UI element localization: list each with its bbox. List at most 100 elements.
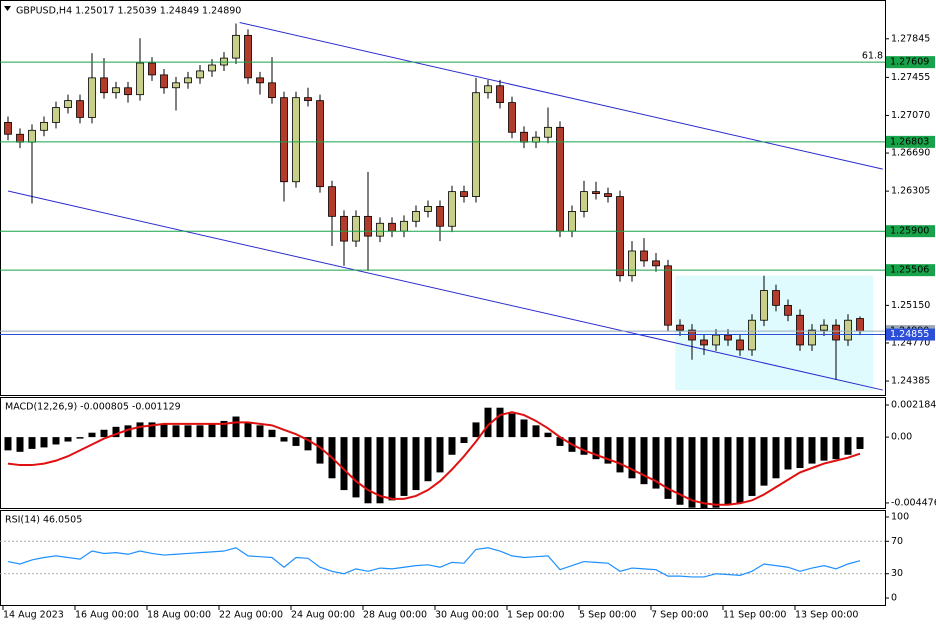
x-tick-label: 18 Aug 00:00	[147, 610, 211, 621]
histogram-bar	[148, 422, 156, 438]
histogram-bar	[484, 407, 492, 438]
y-tick-label: 1.27455	[891, 72, 930, 83]
candle-body	[844, 319, 852, 341]
histogram-bar	[592, 437, 600, 460]
histogram-bar	[76, 437, 84, 439]
histogram-bar	[748, 437, 756, 496]
candle-body	[208, 64, 216, 72]
histogram-bar	[352, 437, 360, 498]
candle-body	[148, 62, 156, 76]
histogram-bar	[232, 416, 240, 438]
histogram-bar	[220, 420, 228, 438]
histogram-bar	[556, 437, 564, 446]
x-tick-label: 16 Aug 00:00	[75, 610, 139, 621]
candle-body	[616, 196, 624, 277]
histogram-bar	[856, 437, 864, 449]
candle-body	[520, 131, 528, 143]
x-tick-label: 24 Aug 00:00	[291, 610, 355, 621]
histogram-bar	[112, 426, 120, 438]
histogram-bar	[52, 437, 60, 445]
histogram-bar	[40, 437, 48, 448]
histogram-bar	[520, 419, 528, 438]
histogram-bar	[820, 437, 828, 461]
candle-body	[220, 57, 228, 66]
candle-body	[388, 222, 396, 232]
histogram-bar	[676, 437, 684, 505]
y-tick-label: 1.25150	[891, 300, 930, 311]
y-tick-label: 1.27070	[891, 110, 930, 121]
candle-body	[724, 334, 732, 341]
candle-body	[472, 92, 480, 197]
candle-body	[604, 193, 612, 197]
histogram-bar	[760, 437, 768, 486]
y-tick-label: 0.00	[891, 432, 912, 443]
histogram-bar	[436, 437, 444, 473]
candle-body	[712, 334, 720, 346]
histogram-bar	[772, 437, 780, 479]
histogram-bar	[376, 437, 384, 504]
candle-body	[556, 126, 564, 232]
candle-body	[700, 339, 708, 346]
level-label: 1.24855	[890, 329, 929, 340]
candle-body	[280, 97, 288, 183]
candle-body	[52, 107, 60, 123]
candle-body	[772, 290, 780, 306]
candle-body	[100, 77, 108, 94]
histogram-bar	[640, 437, 648, 485]
level-label-box	[886, 264, 935, 277]
candle-body	[676, 324, 684, 331]
histogram-bar	[616, 437, 624, 473]
plot-area	[0, 540, 885, 578]
histogram-bar	[160, 423, 168, 438]
y-tick-label: 70	[891, 536, 903, 547]
panel-title: RSI(14) 46.0505	[5, 515, 82, 526]
candle-body	[808, 329, 816, 346]
y-tick-label: 1.27845	[891, 33, 930, 44]
y-tick-label: -0.004476	[891, 497, 936, 508]
x-tick-label: 11 Sep 00:00	[723, 610, 786, 621]
candle-body	[292, 97, 300, 183]
candle-body	[268, 82, 276, 99]
y-tick-label: 0	[891, 593, 897, 604]
histogram-bar	[28, 437, 36, 449]
y-tick-label: 1.24770	[891, 337, 930, 348]
candle-body	[460, 191, 468, 197]
histogram-bar	[124, 425, 132, 438]
level-label-box	[886, 225, 935, 238]
candle-body	[664, 265, 672, 326]
histogram-bar	[280, 437, 288, 442]
histogram-bar	[496, 407, 504, 438]
y-tick-label: 30	[891, 568, 903, 579]
histogram-bar	[736, 437, 744, 504]
candle-body	[652, 260, 660, 267]
y-tick-label: 1.24385	[891, 376, 930, 387]
histogram-bar	[16, 437, 24, 452]
candle-body	[796, 314, 804, 346]
candle-body	[736, 339, 744, 351]
level-annotation: 61.8	[862, 51, 883, 62]
histogram-bar	[292, 437, 300, 446]
rsi-line	[7, 547, 861, 578]
candle-body	[76, 100, 84, 118]
histogram-bar	[544, 432, 552, 438]
histogram-bar	[244, 422, 252, 438]
histogram-bar	[664, 437, 672, 499]
histogram-bar	[724, 437, 732, 505]
candle-body	[436, 206, 444, 227]
candle-body	[508, 102, 516, 133]
y-tick-label: 0.002184	[891, 400, 936, 411]
candle-body	[16, 133, 24, 143]
candle-body	[160, 74, 168, 89]
candle-body	[64, 100, 72, 108]
channel-line	[7, 190, 883, 391]
histogram-bar	[688, 437, 696, 508]
candle-body	[784, 304, 792, 316]
panel-title: GBPUSD,H4 1.25017 1.25039 1.24849 1.2489…	[16, 6, 241, 17]
x-tick-label: 22 Aug 00:00	[219, 610, 283, 621]
histogram-bar	[832, 437, 840, 460]
candle-body	[340, 215, 348, 242]
level-label: 1.27609	[890, 57, 929, 68]
candle-body	[820, 324, 828, 331]
candle-body	[244, 34, 252, 79]
